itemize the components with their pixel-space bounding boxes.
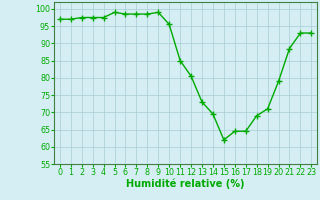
X-axis label: Humidité relative (%): Humidité relative (%)	[126, 179, 245, 189]
